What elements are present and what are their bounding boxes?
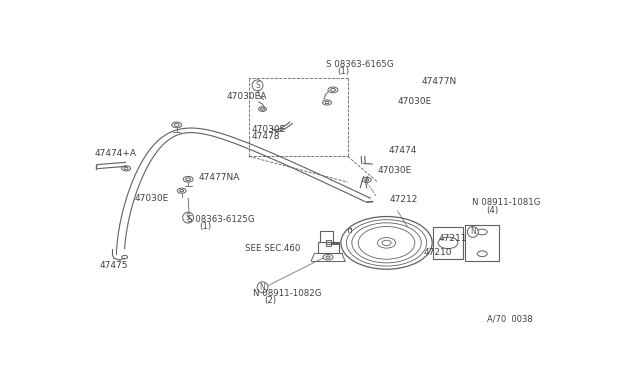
Text: N 08911-1082G: N 08911-1082G bbox=[253, 289, 321, 298]
Text: S: S bbox=[255, 81, 260, 90]
Bar bbox=[465, 225, 499, 261]
Text: N 08911-1081G: N 08911-1081G bbox=[472, 198, 540, 207]
Text: 47474: 47474 bbox=[388, 145, 417, 154]
Text: (1): (1) bbox=[337, 67, 349, 76]
Text: 47475: 47475 bbox=[100, 261, 129, 270]
Text: N: N bbox=[470, 227, 476, 237]
Bar bbox=[326, 240, 331, 246]
Text: 47478: 47478 bbox=[251, 132, 280, 141]
Text: 47210: 47210 bbox=[423, 247, 452, 257]
Text: 47030E: 47030E bbox=[397, 97, 432, 106]
Text: S 08363-6125G: S 08363-6125G bbox=[187, 215, 254, 224]
Text: (2): (2) bbox=[264, 296, 276, 305]
Text: SEE SEC.460: SEE SEC.460 bbox=[244, 244, 300, 253]
Text: (4): (4) bbox=[486, 206, 499, 215]
Text: (1): (1) bbox=[199, 222, 211, 231]
Text: 47474+A: 47474+A bbox=[95, 149, 137, 158]
Text: 47212: 47212 bbox=[390, 195, 419, 204]
Text: 47211: 47211 bbox=[438, 234, 467, 243]
Text: 47030E: 47030E bbox=[378, 166, 412, 174]
Text: 47477NA: 47477NA bbox=[199, 173, 241, 182]
Text: 47030E: 47030E bbox=[251, 125, 285, 135]
Text: 47030E: 47030E bbox=[134, 194, 169, 203]
Text: 47030EA: 47030EA bbox=[227, 92, 267, 101]
Bar bbox=[319, 231, 333, 242]
Bar bbox=[433, 227, 463, 259]
Bar bbox=[318, 242, 339, 253]
Text: N: N bbox=[260, 283, 266, 292]
Text: S 08363-6165G: S 08363-6165G bbox=[326, 60, 393, 69]
Text: A/70  0038: A/70 0038 bbox=[486, 315, 532, 324]
Text: 47477N: 47477N bbox=[421, 77, 456, 86]
Text: S: S bbox=[186, 213, 191, 222]
